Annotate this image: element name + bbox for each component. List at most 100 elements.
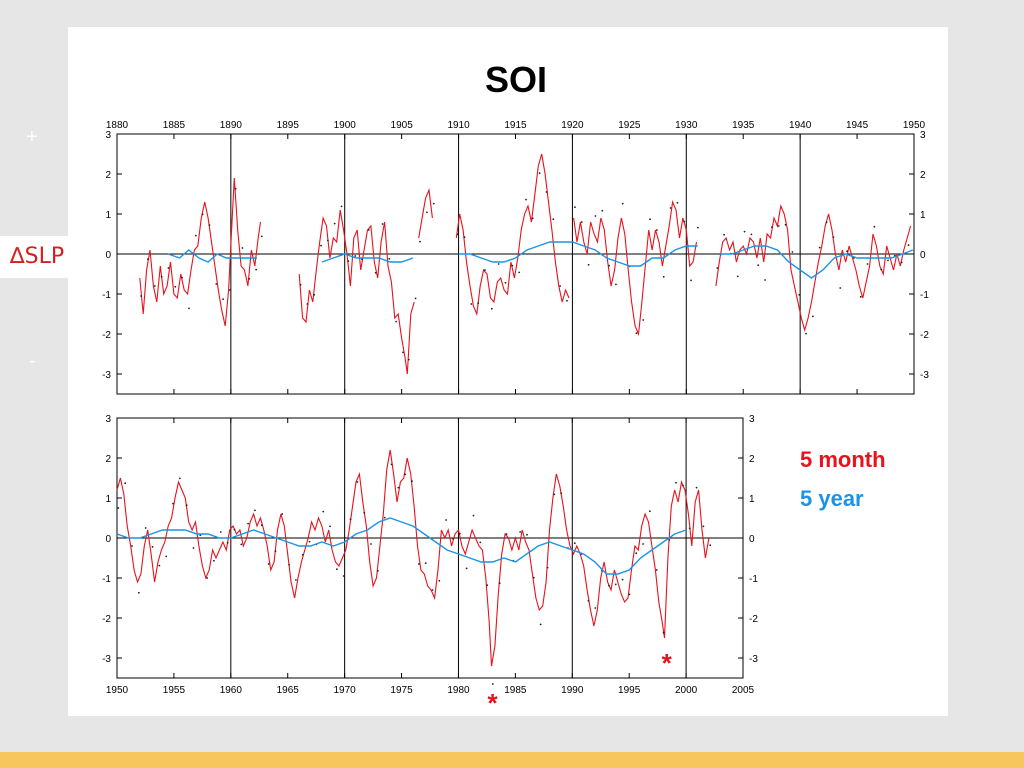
figure-card	[68, 27, 948, 716]
monthly-value-dot-22	[267, 563, 270, 565]
monthly-value-dot-6	[158, 564, 161, 567]
monthly-value-dot-0	[117, 507, 120, 509]
monthly-value-dot-92	[825, 221, 828, 224]
monthly-value-dot-23	[326, 239, 329, 242]
monthly-value-dot-21	[313, 293, 316, 296]
monthly-value-dot-36	[363, 511, 366, 514]
monthly-value-dot-12	[222, 298, 225, 301]
monthly-value-dot-16	[248, 277, 251, 280]
x-tick-label-1940: 1940	[789, 120, 812, 131]
x-tick-label-1935: 1935	[732, 120, 755, 131]
monthly-value-dot-14	[234, 187, 237, 190]
monthly-value-dot-94	[839, 287, 842, 289]
monthly-value-dot-41	[397, 486, 400, 489]
monthly-value-dot-81	[668, 539, 671, 541]
monthly-value-dot-31	[329, 525, 331, 528]
legend-5-year: 5 year	[800, 486, 864, 511]
monthly-value-dot-7	[165, 555, 168, 558]
monthly-value-dot-56	[498, 582, 501, 585]
y-tick-label-3: 3	[105, 414, 111, 425]
monthly-value-dot-45	[424, 562, 427, 565]
monthly-value-dot-75	[696, 226, 699, 229]
x-tick-label-1880: 1880	[106, 120, 129, 131]
series-5-year-segment-3	[720, 245, 914, 279]
monthly-value-dot-66	[635, 332, 638, 335]
y-tick-label--3: -3	[102, 370, 111, 381]
y-tick-label-0: 0	[105, 534, 111, 545]
monthly-value-dot-49	[452, 537, 454, 540]
monthly-value-dot-67	[642, 319, 645, 321]
x-tick-label-1970: 1970	[334, 685, 357, 696]
monthly-value-dot-44	[484, 269, 486, 271]
monthly-value-dot-5	[174, 285, 177, 288]
monthly-value-dot-49	[518, 271, 521, 274]
x-tick-label-1960: 1960	[220, 685, 243, 696]
y-tick-label-right--3: -3	[920, 370, 929, 381]
monthly-value-dot-73	[683, 220, 686, 223]
monthly-value-dot-17	[255, 268, 258, 271]
y-tick-label-3: 3	[105, 130, 111, 141]
monthly-value-dot-48	[511, 264, 514, 267]
y-tick-label-2: 2	[105, 454, 111, 465]
monthly-value-dot-7	[188, 307, 190, 310]
monthly-value-dot-85	[777, 225, 780, 227]
monthly-value-dot-53	[479, 541, 482, 544]
y-tick-label-right-2: 2	[749, 454, 755, 465]
monthly-value-dot-34	[349, 518, 352, 521]
negative-sign: -	[29, 350, 36, 372]
monthly-value-dot-89	[805, 332, 807, 335]
monthly-value-dot-63	[546, 566, 549, 569]
x-tick-label-1950: 1950	[106, 685, 129, 696]
x-tick-label-1945: 1945	[846, 120, 869, 131]
monthly-value-dot-55	[559, 285, 562, 287]
monthly-value-dot-70	[594, 607, 597, 609]
y-tick-label-right-0: 0	[920, 250, 926, 261]
x-tick-label-2005: 2005	[732, 685, 755, 696]
x-tick-label-1965: 1965	[277, 685, 300, 696]
monthly-value-dot-32	[388, 257, 391, 260]
monthly-value-dot-28	[308, 540, 311, 543]
monthly-value-dot-46	[497, 263, 500, 265]
x-tick-label-1980: 1980	[447, 685, 470, 696]
y-tick-label--2: -2	[102, 614, 111, 625]
monthly-value-dot-45	[490, 307, 493, 310]
monthly-value-dot-26	[295, 579, 297, 581]
monthly-value-dot-32	[335, 568, 338, 571]
asterisk-annotation-1: *	[662, 648, 673, 678]
series-5-month-segment-4	[573, 199, 698, 337]
x-tick-label-1915: 1915	[504, 120, 527, 131]
monthly-value-dot-9	[178, 477, 181, 480]
monthly-value-dot-0	[140, 295, 143, 297]
monthly-value-dot-72	[676, 201, 679, 204]
monthly-value-dot-79	[736, 275, 739, 278]
monthly-value-dot-11	[192, 547, 195, 549]
monthly-value-dot-55	[491, 683, 494, 685]
monthly-value-dot-9	[201, 213, 204, 216]
monthly-value-dot-71	[669, 207, 672, 209]
monthly-value-dot-34	[402, 351, 404, 354]
monthly-value-dot-84	[771, 226, 773, 229]
monthly-value-dot-87	[791, 251, 794, 253]
y-tick-label-right-3: 3	[920, 130, 926, 141]
y-tick-label-1: 1	[105, 494, 111, 505]
monthly-value-dot-18	[240, 543, 243, 546]
y-tick-label--1: -1	[102, 574, 111, 585]
monthly-value-dot-30	[322, 510, 325, 513]
y-tick-label--1: -1	[102, 290, 111, 301]
series-5-month-segment-0	[116, 449, 710, 667]
monthly-value-dot-47	[504, 281, 507, 284]
x-tick-label-1955: 1955	[163, 685, 186, 696]
series-5-year-segment-0	[116, 517, 687, 575]
monthly-value-dot-16	[226, 541, 229, 544]
monthly-value-dot-51	[465, 567, 468, 570]
monthly-value-dot-11	[215, 283, 218, 285]
monthly-value-dot-39	[432, 202, 435, 205]
monthly-value-dot-15	[241, 247, 244, 249]
monthly-value-dot-13	[206, 577, 209, 579]
monthly-value-dot-6	[181, 276, 184, 279]
plot-frame	[116, 133, 915, 395]
monthly-value-dot-2	[153, 285, 156, 287]
asterisk-annotation-0: *	[488, 688, 499, 718]
monthly-value-dot-8	[172, 502, 174, 505]
